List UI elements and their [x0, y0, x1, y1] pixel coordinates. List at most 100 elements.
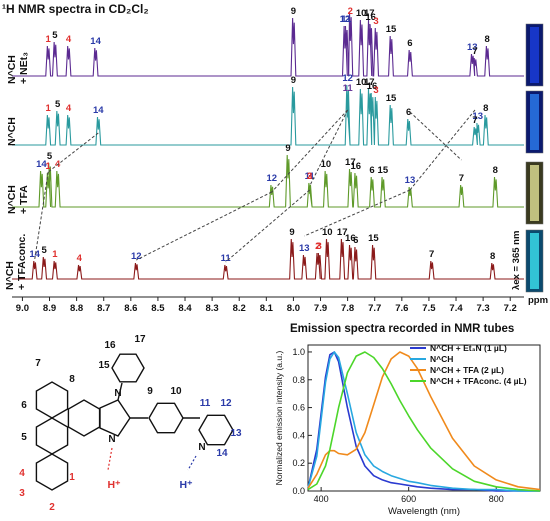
- nmr-peak-label: 17: [364, 8, 375, 19]
- nmr-x-tick-label: 8.9: [43, 303, 56, 314]
- x-tick-label: 600: [401, 494, 416, 504]
- nmr-x-tick-label: 7.7: [368, 303, 381, 314]
- nmr-peak-label: 16: [365, 12, 376, 23]
- nmr-x-tick-label: 8.8: [70, 303, 83, 314]
- nmr-peak-label: 2: [307, 171, 312, 182]
- atom-label: 16: [104, 340, 116, 351]
- nmr-correlation-line: [409, 109, 476, 191]
- nmr-x-tick-label: 8.4: [178, 303, 192, 314]
- legend-entry: N^CH + TFA (2 µL): [430, 365, 504, 375]
- nmr-spectrum-trace: [12, 238, 524, 280]
- nmr-row-label-line2: + NEt₃: [18, 52, 30, 84]
- nmr-correlation-line: [47, 132, 99, 173]
- nmr-peak-label: 14: [29, 249, 40, 260]
- nmr-correlation-line: [136, 191, 272, 261]
- nmr-spectrum-trace: [12, 11, 524, 77]
- nmr-row-label: N^CH + TFA: [6, 185, 30, 214]
- pyridine-ring: [198, 414, 234, 446]
- nmr-peak-label: 12: [342, 73, 353, 84]
- x-tick-label: 400: [314, 494, 329, 504]
- nmr-row-label: N^CH: [6, 117, 18, 146]
- y-tick-label: 0.2: [292, 458, 305, 468]
- nmr-peak-label: 1: [46, 34, 52, 45]
- nmr-peak-label: 11: [343, 83, 354, 94]
- legend-entry: N^CH + TFAconc. (4 µL): [430, 376, 527, 386]
- nmr-peak-label: 4: [66, 103, 72, 114]
- nmr-row-label-line1: N^CH: [6, 55, 18, 84]
- atom-label: 14: [216, 448, 228, 459]
- bond: [117, 382, 123, 401]
- nmr-peak-label: 9: [289, 227, 294, 238]
- nmr-peak-label: 5: [55, 99, 61, 110]
- nmr-spectrum-trace: [12, 154, 524, 208]
- nmr-row-label: N^CH + TFAconc.: [4, 234, 28, 290]
- uv-tube-glow: [530, 165, 539, 221]
- y-tick-label: 0.0: [292, 486, 305, 496]
- nmr-peak-label: 16: [350, 161, 361, 172]
- nmr-peak-label: 12: [131, 251, 142, 262]
- uv-tube-glow: [530, 94, 539, 150]
- atom-label: 9: [147, 386, 153, 397]
- nmr-peak-label: 14: [90, 36, 101, 47]
- nmr-x-tick-label: 7.9: [314, 303, 327, 314]
- nmr-correlation-line: [309, 109, 349, 187]
- imidazole-ring: [99, 399, 131, 437]
- atom-label: 13: [230, 428, 242, 439]
- nmr-peak-label: 15: [378, 165, 389, 176]
- atom-label: 2: [49, 502, 55, 513]
- phenylene-ring: [148, 402, 184, 434]
- proton-label: H⁺: [107, 479, 121, 491]
- legend-entry: N^CH: [430, 354, 453, 364]
- nmr-peak-label: 16: [367, 81, 378, 92]
- proton-bond: [107, 447, 113, 471]
- nmr-peak-label: 14: [93, 105, 104, 116]
- nmr-peak-label: 15: [368, 233, 379, 244]
- nmr-peak-label: 6: [406, 107, 411, 118]
- nmr-x-unit: ppm: [528, 295, 548, 306]
- nmr-peak-label: 9: [291, 75, 296, 86]
- nmr-peak-label: 1: [46, 161, 52, 172]
- nmr-peak-label: 1: [46, 103, 52, 114]
- nmr-correlation-line: [225, 189, 311, 263]
- atom-label: 6: [21, 400, 27, 411]
- nmr-peak-label: 5: [52, 30, 58, 41]
- y-tick-label: 0.4: [292, 430, 305, 440]
- atom-label: 5: [21, 432, 27, 443]
- atom-label: 4: [19, 468, 25, 479]
- nmr-peak-label: 7: [429, 249, 434, 260]
- nmr-peak-label: 17: [337, 227, 348, 238]
- nmr-peak-label: 8: [483, 103, 488, 114]
- y-tick-label: 0.6: [292, 403, 305, 413]
- nmr-peak-label: 8: [493, 165, 498, 176]
- nmr-x-tick-label: 8.7: [97, 303, 110, 314]
- nmr-peak-label: 10: [321, 159, 332, 170]
- nmr-peak-label: 12: [340, 14, 351, 25]
- emission-title: Emission spectra recorded in NMR tubes: [290, 323, 515, 335]
- nmr-peak-label: 13: [405, 175, 416, 186]
- nmr-peak-label: 7: [459, 173, 464, 184]
- nmr-row-label-line1: N^CH: [6, 185, 18, 214]
- atom-label: 8: [69, 374, 75, 385]
- nmr-peak-label: 10: [356, 8, 367, 19]
- nmr-peak-label: 10: [322, 227, 333, 238]
- nmr-peak-label: 11: [341, 14, 352, 25]
- nmr-row-label-line2: + TFAconc.: [16, 233, 28, 290]
- atom-label: N: [198, 442, 205, 453]
- uv-tube-glow: [530, 27, 539, 83]
- atom-label: 1: [69, 472, 75, 483]
- series-line: [307, 351, 540, 492]
- nmr-peak-label: 4: [77, 253, 83, 264]
- nmr-row-label-line2: + TFA: [18, 185, 30, 214]
- nmr-peak-label: 5: [47, 151, 53, 162]
- nmr-peak-label: 2: [315, 241, 320, 252]
- nmr-peak-label: 13: [467, 42, 478, 53]
- atom-label: 7: [35, 358, 41, 369]
- nmr-peak-label: 13: [299, 243, 310, 254]
- nmr-peak-label: 13: [472, 111, 483, 122]
- nmr-peak-label: 6: [407, 38, 412, 49]
- nmr-peak-label: 11: [305, 171, 316, 182]
